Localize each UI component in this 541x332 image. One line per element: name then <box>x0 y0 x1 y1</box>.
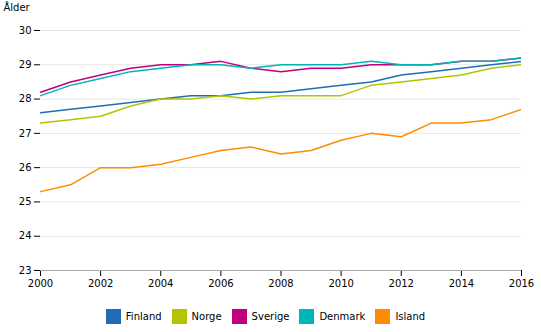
svg-text:2002: 2002 <box>88 278 113 289</box>
svg-text:2016: 2016 <box>509 278 534 289</box>
html-text:Sverige: Sverige <box>251 311 290 322</box>
svg-text:Ålder: Ålder <box>4 1 31 13</box>
html-text:Norge: Norge <box>191 311 222 322</box>
svg-text:2012: 2012 <box>389 278 414 289</box>
svg-text:28: 28 <box>19 93 32 104</box>
svg-text:2014: 2014 <box>449 278 474 289</box>
svg-text:2000: 2000 <box>28 278 53 289</box>
html-text:Island: Island <box>395 311 426 322</box>
svg-text:27: 27 <box>19 128 32 139</box>
svg-text:2006: 2006 <box>208 278 233 289</box>
svg-text:2004: 2004 <box>148 278 173 289</box>
svg-text:26: 26 <box>19 162 32 173</box>
svg-text:24: 24 <box>19 230 32 241</box>
svg-text:30: 30 <box>19 25 32 36</box>
svg-text:29: 29 <box>19 59 32 70</box>
svg-text:2008: 2008 <box>268 278 293 289</box>
html-text:Denmark: Denmark <box>319 311 366 322</box>
html-text:Finland: Finland <box>125 311 162 322</box>
svg-text:23: 23 <box>19 265 32 276</box>
svg-text:2010: 2010 <box>328 278 353 289</box>
svg-text:25: 25 <box>19 196 32 207</box>
